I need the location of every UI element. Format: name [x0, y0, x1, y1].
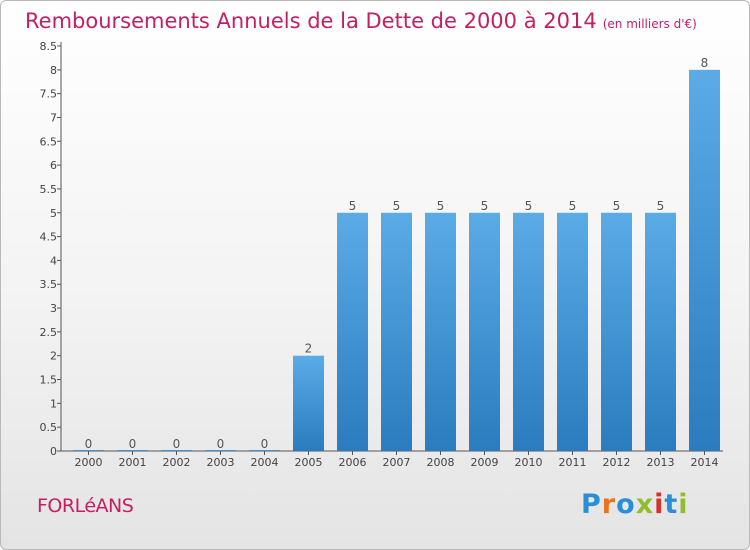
bar [557, 212, 588, 451]
chart-title: Remboursements Annuels de la Dette de 20… [25, 9, 697, 33]
bar [513, 212, 544, 451]
value-label: 0 [85, 437, 93, 451]
value-label: 5 [657, 199, 665, 213]
y-tick-label: 2.5 [40, 326, 58, 339]
value-label: 0 [217, 437, 225, 451]
y-tick-label: 0.5 [40, 421, 58, 434]
logo-letter: r [601, 489, 617, 520]
bar [469, 212, 500, 451]
y-tick-label: 2 [50, 350, 57, 363]
x-tick-label: 2007 [383, 456, 411, 469]
bar [337, 212, 368, 451]
y-tick-label: 6.5 [40, 135, 58, 148]
x-tick-label: 2013 [647, 456, 675, 469]
value-label: 5 [349, 199, 357, 213]
y-tick-label: 1.5 [40, 374, 58, 387]
bar [645, 212, 676, 451]
value-label: 2 [305, 342, 313, 356]
x-tick-label: 2014 [691, 456, 719, 469]
x-tick-label: 2003 [207, 456, 235, 469]
value-label: 5 [613, 199, 621, 213]
y-tick-label: 1 [50, 397, 57, 410]
bar [601, 212, 632, 451]
x-tick-label: 2012 [603, 456, 631, 469]
value-label: 5 [481, 199, 489, 213]
value-label: 8 [701, 56, 709, 70]
x-tick-label: 2002 [163, 456, 191, 469]
commune-name: FORLéANS [37, 495, 134, 517]
x-tick-label: 2006 [339, 456, 367, 469]
y-tick-label: 7 [50, 111, 57, 124]
x-tick-label: 2004 [251, 456, 279, 469]
y-tick-label: 3.5 [40, 278, 58, 291]
x-tick-label: 2000 [75, 456, 103, 469]
value-label: 5 [437, 199, 445, 213]
y-tick-label: 5.5 [40, 183, 58, 196]
value-label: 0 [173, 437, 181, 451]
x-tick-label: 2009 [471, 456, 499, 469]
y-tick-label: 8 [50, 64, 57, 77]
value-label: 5 [569, 199, 577, 213]
logo-letter: x [635, 489, 655, 520]
x-tick-label: 2010 [515, 456, 543, 469]
logo-letter: t [664, 489, 679, 520]
x-tick-label: 2011 [559, 456, 587, 469]
y-tick-label: 7.5 [40, 88, 58, 101]
y-tick-label: 0 [50, 445, 57, 458]
bar [425, 212, 456, 451]
x-tick-label: 2005 [295, 456, 323, 469]
bar [293, 355, 324, 451]
bar [205, 450, 236, 451]
value-label: 0 [129, 437, 137, 451]
bar [117, 450, 148, 451]
bar [381, 212, 412, 451]
proxiti-logo[interactable]: Proxiti [581, 489, 689, 520]
y-tick-label: 5 [50, 207, 57, 220]
logo-letter: i [654, 489, 665, 520]
y-tick-label: 6 [50, 159, 57, 172]
y-tick-label: 4 [50, 254, 57, 267]
bar [161, 450, 192, 451]
bar [249, 450, 280, 451]
y-tick-label: 4.5 [40, 231, 58, 244]
unit-label: (en milliers d'€) [602, 17, 697, 31]
value-label: 5 [393, 199, 401, 213]
logo-letter: P [581, 489, 602, 520]
title-text: Remboursements Annuels de la Dette de 20… [25, 9, 597, 33]
y-tick-label: 3 [50, 302, 57, 315]
y-tick-label: 8.5 [40, 40, 58, 53]
x-tick-label: 2001 [119, 456, 147, 469]
value-label: 5 [525, 199, 533, 213]
logo-letter: o [616, 489, 636, 520]
x-tick-label: 2008 [427, 456, 455, 469]
value-label: 0 [261, 437, 269, 451]
logo-letter: i [678, 489, 689, 520]
bar [73, 450, 104, 451]
bar [689, 69, 720, 451]
